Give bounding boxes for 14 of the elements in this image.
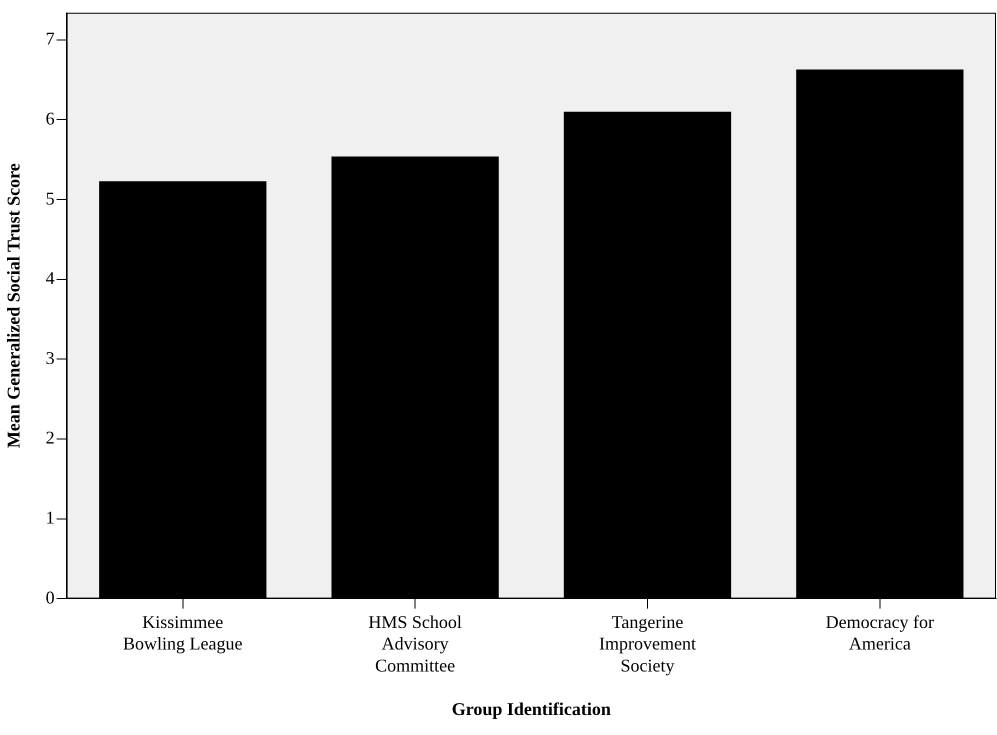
y-tick-label: 2 [46, 428, 55, 448]
y-tick-label: 1 [46, 508, 55, 528]
x-tick-label: Tangerine Improvement Society [598, 612, 696, 676]
x-tick-label: Kissimmee Bowling League [123, 612, 243, 654]
y-tick-label: 0 [46, 587, 55, 608]
x-axis-title: Group Identification [452, 698, 611, 719]
y-tick-label: 3 [46, 348, 55, 368]
y-tick-label: 4 [46, 268, 55, 288]
x-tick-label: HMS School Advisory Committee [368, 612, 462, 676]
x-tick-label: Democracy for America [826, 612, 934, 654]
y-tick-label: 6 [46, 108, 55, 128]
y-tick-label: 5 [46, 188, 55, 208]
y-tick-label: 7 [46, 28, 55, 49]
y-axis-title: Mean Generalized Social Trust Score [3, 163, 24, 448]
